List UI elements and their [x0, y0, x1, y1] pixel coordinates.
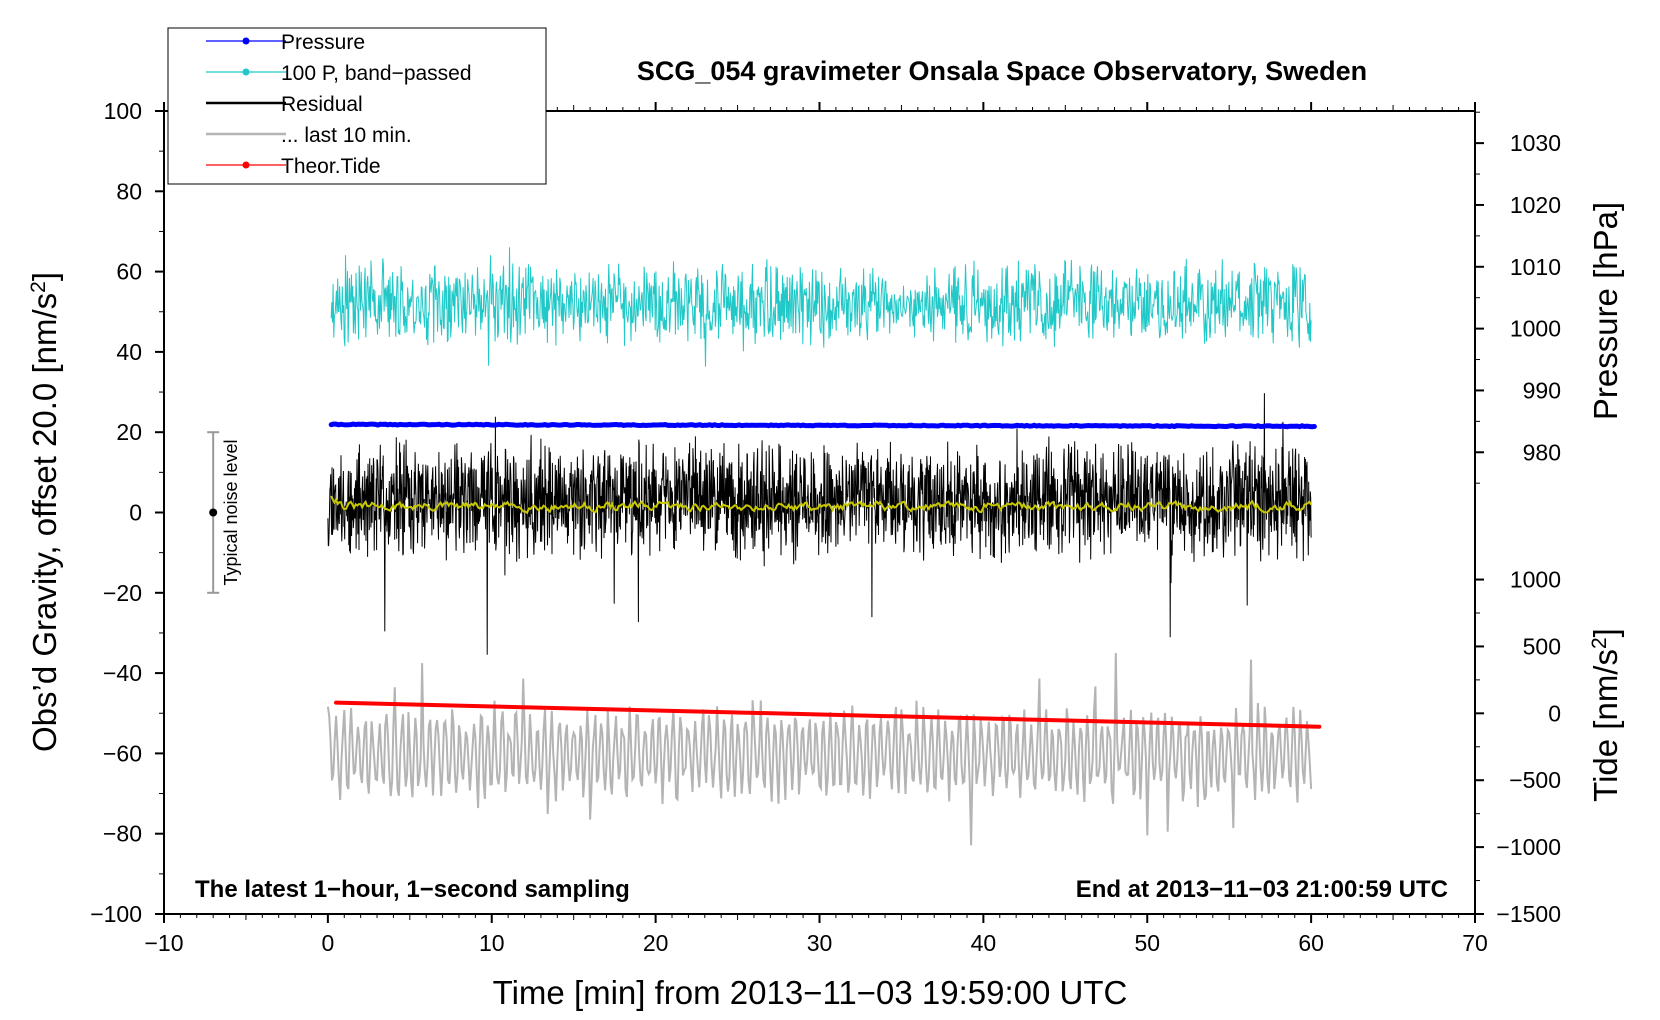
end-time-annotation: End at 2013−11−03 21:00:59 UTC [1076, 876, 1448, 903]
tide-tick-label: 500 [1523, 633, 1561, 659]
y-tick-label: −40 [103, 660, 142, 686]
y-axis-tide: −1500 −1000 −500 0 500 1000 [1475, 567, 1561, 927]
x-tick-label: 20 [643, 930, 669, 956]
pressure-tick-label: 980 [1523, 439, 1561, 465]
y-tick-label: 60 [116, 259, 142, 285]
noise-level-indicator [207, 431, 220, 594]
smoothed-residual-line [330, 495, 1312, 515]
series-layer [326, 247, 1322, 846]
noise-bar-center [209, 508, 218, 517]
y-axis-tide-label: Tide [nm/s2] [1587, 628, 1624, 802]
tide-tick-label: −1500 [1496, 901, 1561, 927]
y-tick-label: 0 [129, 500, 142, 526]
y-tick-label: 20 [116, 419, 142, 445]
x-tick-label: 60 [1298, 930, 1324, 956]
legend-swatch-marker [242, 68, 250, 76]
legend: Pressure 100 P, band−passed Residual ... la… [167, 27, 547, 185]
legend-swatch-marker [242, 37, 250, 45]
pressure-line [328, 421, 1317, 430]
legend-label: 100 P, band−passed [281, 62, 472, 85]
x-tick-label: 10 [479, 930, 505, 956]
legend-label: ... last 10 min. [281, 124, 412, 147]
x-tick-label: 70 [1462, 930, 1488, 956]
series-pressure [328, 421, 1317, 430]
x-tick-label: −10 [144, 930, 183, 956]
y-tick-label: −20 [103, 580, 142, 606]
y-tick-label: −100 [90, 901, 142, 927]
x-axis-label: Time [min] from 2013−11−03 19:59:00 UTC [493, 974, 1128, 1011]
series-residual [327, 393, 1312, 655]
y-axis-left: −100 −80 −60 −40 −20 0 20 40 60 80 100 [90, 98, 164, 927]
band-passed-line [330, 247, 1312, 367]
x-tick-label: 0 [321, 930, 334, 956]
x-axis: −10 0 10 20 30 40 50 60 70 [144, 102, 1488, 956]
x-tick-label: 50 [1134, 930, 1160, 956]
series-last-10-min [326, 652, 1313, 846]
last-10-min-line [326, 652, 1313, 846]
residual-line [327, 393, 1312, 655]
pressure-tick-label: 1010 [1510, 254, 1561, 280]
pressure-tick-label: 1030 [1510, 130, 1561, 156]
legend-label: Pressure [281, 31, 365, 54]
tide-tick-label: −500 [1509, 767, 1561, 793]
legend-swatch-marker [242, 161, 250, 169]
x-tick-label: 30 [807, 930, 833, 956]
series-theor-tide [334, 700, 1322, 729]
y-tick-label: −80 [103, 821, 142, 847]
pressure-tick-label: 990 [1523, 377, 1561, 403]
pressure-tick-label: 1000 [1510, 316, 1561, 342]
tide-tick-label: 0 [1548, 700, 1561, 726]
tide-tick-label: −1000 [1496, 834, 1561, 860]
series-band-passed-pressure [330, 247, 1312, 367]
legend-label: Residual [281, 93, 363, 116]
theor-tide-line [334, 700, 1322, 729]
y-axis-left-label: Obs’d Gravity, offset 20.0 [nm/s2] [26, 272, 63, 752]
y-axis-pressure-label: Pressure [hPa] [1587, 202, 1624, 420]
legend-box [167, 27, 547, 185]
series-residual-smoothed [330, 495, 1312, 515]
legend-label: Theor.Tide [281, 155, 381, 178]
y-tick-label: 40 [116, 339, 142, 365]
y-tick-label: 100 [104, 98, 142, 124]
chart-title: SCG_054 gravimeter Onsala Space Observat… [637, 56, 1367, 86]
tide-tick-label: 1000 [1510, 567, 1561, 593]
sampling-annotation: The latest 1−hour, 1−second sampling [195, 876, 630, 903]
x-tick-label: 40 [971, 930, 997, 956]
y-tick-label: −60 [103, 740, 142, 766]
y-axis-pressure: 980 990 1000 1010 1020 1030 [1475, 111, 1561, 484]
pressure-tick-label: 1020 [1510, 192, 1561, 218]
y-tick-label: 80 [116, 178, 142, 204]
noise-level-label: Typical noise level [221, 439, 241, 585]
